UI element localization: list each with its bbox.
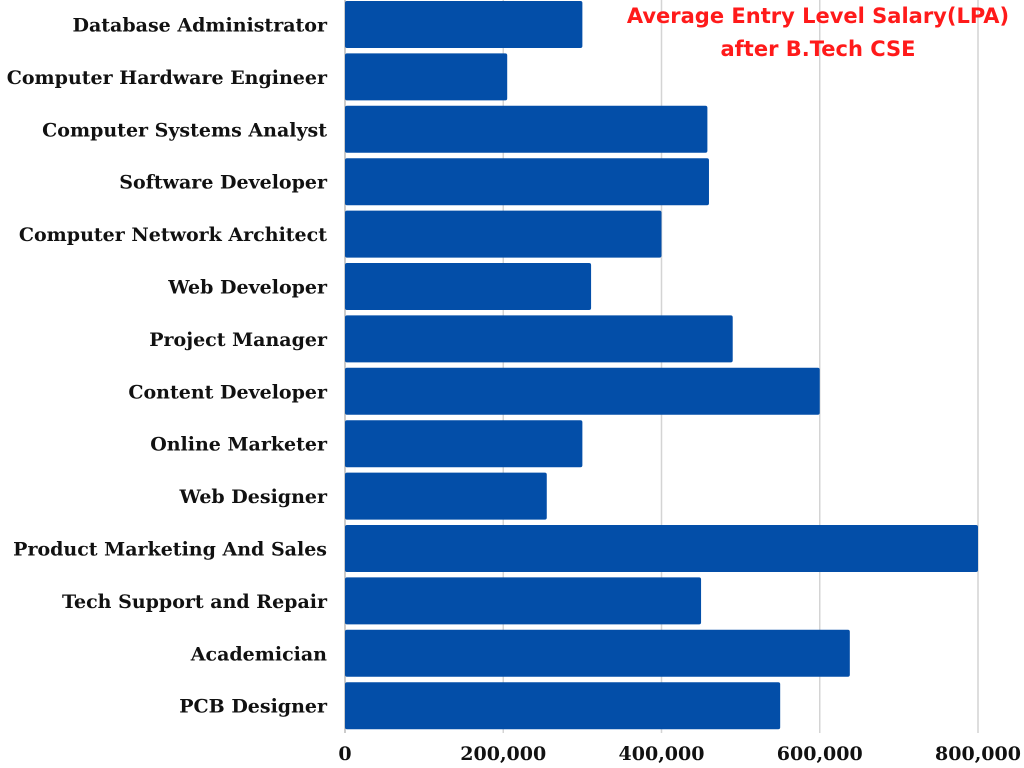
category-label: PCB Designer [179,696,328,718]
bar [345,53,508,101]
bars [345,1,978,730]
chart-title-line-1: Average Entry Level Salary(LPA) [627,4,1009,28]
chart-title-line-2: after B.Tech CSE [721,37,916,61]
x-tick-label: 0 [338,743,351,765]
bar [345,263,592,310]
category-label: Database Administrator [72,15,327,37]
bar [345,367,820,415]
category-label: Computer Hardware Engineer [7,67,328,89]
x-tick-labels: 0 200,000 400,000 600,000 800,000 [338,743,1021,765]
bar [345,315,733,363]
bar [345,525,978,572]
bar [345,577,702,625]
bar [345,420,583,468]
x-tick-label: 400,000 [619,743,705,765]
x-tick-label: 600,000 [777,743,863,765]
x-tick-label: 200,000 [460,743,546,765]
bar [345,629,850,677]
bar [345,1,583,48]
category-label: Computer Network Architect [19,224,327,246]
category-label: Project Manager [149,329,328,351]
bar [345,105,708,153]
category-labels: Database Administrator Computer Hardware … [7,15,328,718]
category-label: Web Developer [167,277,328,299]
bar [345,158,709,206]
category-label: Online Marketer [150,434,328,456]
bar [345,472,547,520]
bar [345,682,781,730]
category-label: Computer Systems Analyst [42,119,327,141]
category-label: Product Marketing And Sales [13,539,327,561]
category-label: Web Designer [179,486,328,508]
category-label: Tech Support and Repair [62,591,328,613]
x-tick-label: 800,000 [935,743,1021,765]
bar [345,210,662,258]
category-label: Content Developer [128,381,328,403]
category-label: Academician [190,643,327,665]
category-label: Software Developer [119,172,328,194]
